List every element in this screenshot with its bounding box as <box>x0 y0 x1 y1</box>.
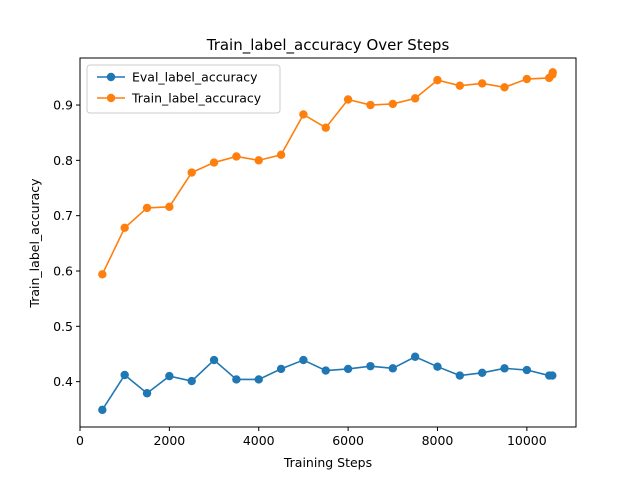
data-point <box>455 81 465 90</box>
x-axis-label: Training Steps <box>283 455 372 470</box>
data-point <box>410 94 420 103</box>
chart-title: Train_label_accuracy Over Steps <box>206 36 450 55</box>
data-point <box>165 371 174 381</box>
data-point <box>209 355 219 365</box>
data-point <box>232 152 241 161</box>
legend: Eval_label_accuracy Train_label_accuracy <box>86 64 281 114</box>
data-point <box>232 375 241 384</box>
data-point <box>477 79 487 88</box>
data-point <box>299 355 308 365</box>
y-tick-label: 0.4 <box>53 374 73 389</box>
data-point <box>98 405 107 415</box>
data-point <box>548 68 557 77</box>
data-point <box>522 74 532 84</box>
data-point <box>366 100 375 110</box>
data-point <box>142 389 152 398</box>
y-tick-label: 0.7 <box>53 208 73 223</box>
data-point <box>321 366 330 375</box>
y-axis-label: Train_label_accuracy <box>27 178 42 309</box>
data-point <box>343 364 353 374</box>
series-train-label-accuracy <box>98 68 557 279</box>
data-point <box>500 364 509 373</box>
y-axis-ticks: 0.4 0.5 0.6 0.7 0.8 0.9 <box>53 98 80 389</box>
series-layer <box>98 68 557 415</box>
y-tick-label: 0.9 <box>53 98 73 113</box>
data-point <box>276 364 286 374</box>
x-tick-label: 4000 <box>243 433 275 448</box>
data-point <box>343 95 353 104</box>
legend-marker <box>106 93 116 103</box>
data-point <box>165 202 174 212</box>
x-axis-ticks: 0 2000 4000 6000 8000 10000 <box>76 427 547 448</box>
legend-marker <box>106 72 116 82</box>
data-point <box>120 370 129 380</box>
data-point <box>477 368 487 377</box>
data-point <box>254 375 263 384</box>
data-point <box>388 364 397 373</box>
data-point <box>254 156 263 165</box>
data-point <box>455 371 465 380</box>
x-tick-label: 6000 <box>332 433 364 448</box>
series-line <box>101 355 553 411</box>
y-tick-label: 0.5 <box>53 319 73 334</box>
data-point <box>187 376 196 386</box>
data-point <box>299 110 308 119</box>
data-point <box>366 361 375 371</box>
data-point <box>433 362 442 371</box>
legend-label: Train_label_accuracy <box>131 91 262 106</box>
y-tick-label: 0.6 <box>53 263 73 278</box>
x-tick-label: 2000 <box>153 433 185 448</box>
legend-item: Train_label_accuracy <box>97 91 262 106</box>
data-point <box>522 365 532 375</box>
data-point <box>187 168 196 177</box>
data-point <box>209 158 219 167</box>
x-tick-label: 8000 <box>422 433 454 448</box>
data-point <box>321 123 330 132</box>
data-point <box>276 150 286 160</box>
series-eval-label-accuracy <box>98 352 557 415</box>
data-point <box>500 83 509 92</box>
legend-box <box>86 64 281 114</box>
y-tick-label: 0.8 <box>53 153 73 168</box>
data-point <box>120 223 129 233</box>
data-point <box>433 75 442 85</box>
legend-item: Eval_label_accuracy <box>97 70 258 85</box>
data-point <box>548 371 557 380</box>
x-tick-label: 0 <box>76 433 84 448</box>
data-point <box>142 203 152 213</box>
data-point <box>410 352 420 361</box>
data-point <box>388 99 397 109</box>
x-tick-label: 10000 <box>507 433 547 448</box>
data-point <box>98 270 107 279</box>
legend-label: Eval_label_accuracy <box>132 70 258 85</box>
plot-frame <box>79 57 577 428</box>
